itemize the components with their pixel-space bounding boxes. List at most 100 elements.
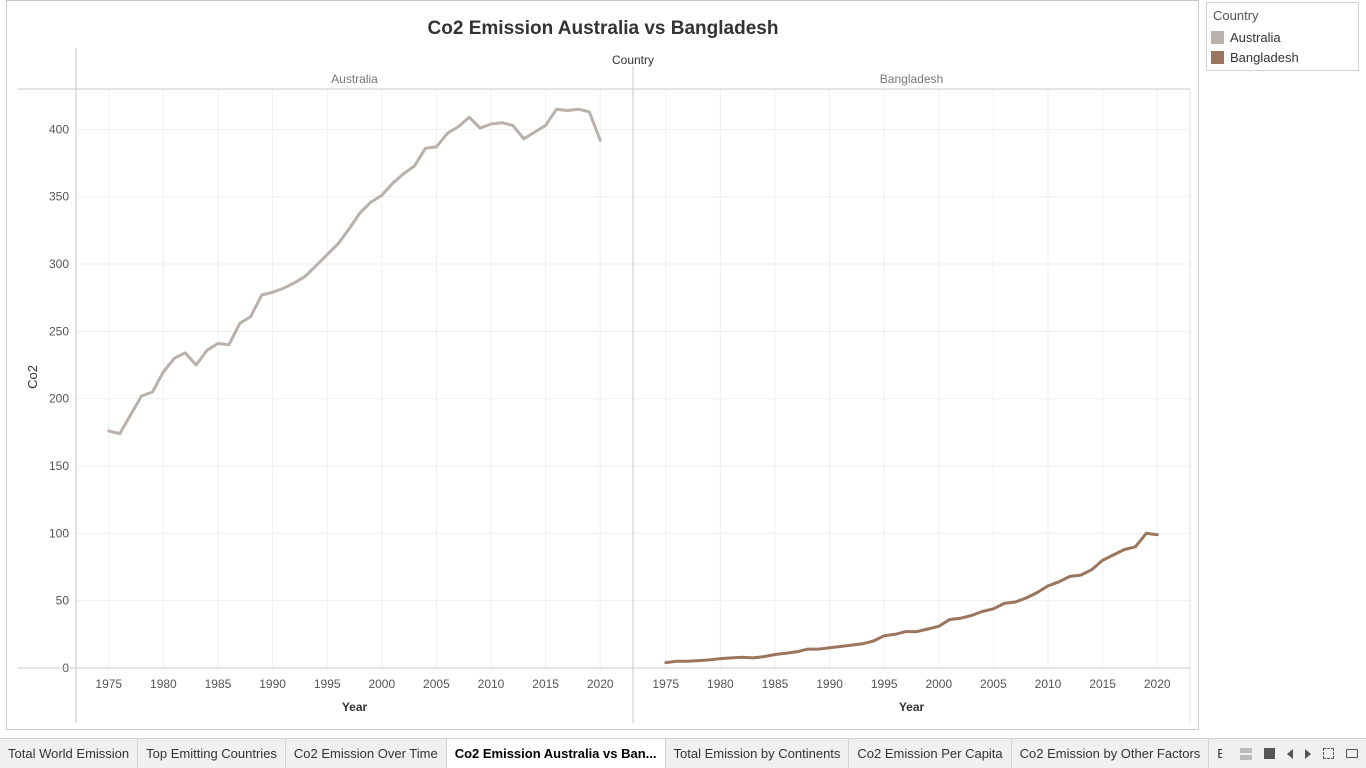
data-point-bangladesh[interactable] [772,652,778,658]
data-point-australia[interactable] [455,124,461,130]
data-point-bangladesh[interactable] [739,654,745,660]
data-point-australia[interactable] [160,369,166,375]
data-point-australia[interactable] [346,226,352,232]
tab-co2-emission-by-other-factors[interactable]: Co2 Emission by Other Factors [1012,739,1210,768]
legend-item-bangladesh[interactable]: Bangladesh [1207,47,1358,67]
data-point-australia[interactable] [477,125,483,131]
data-point-bangladesh[interactable] [1067,573,1073,579]
data-point-australia[interactable] [281,285,287,291]
data-point-australia[interactable] [554,106,560,112]
fullscreen-icon[interactable] [1323,748,1334,759]
data-point-australia[interactable] [521,136,527,142]
data-point-australia[interactable] [215,340,221,346]
data-point-bangladesh[interactable] [936,623,942,629]
data-point-bangladesh[interactable] [1001,600,1007,606]
data-point-australia[interactable] [586,109,592,115]
data-point-australia[interactable] [390,180,396,186]
data-point-australia[interactable] [270,289,276,295]
data-point-bangladesh[interactable] [969,612,975,618]
data-point-bangladesh[interactable] [1078,572,1084,578]
data-point-bangladesh[interactable] [1121,547,1127,553]
data-point-bangladesh[interactable] [892,631,898,637]
data-point-bangladesh[interactable] [979,608,985,614]
data-point-australia[interactable] [575,106,581,112]
data-point-bangladesh[interactable] [816,646,822,652]
data-point-australia[interactable] [324,252,330,258]
data-point-bangladesh[interactable] [663,660,669,666]
data-point-bangladesh[interactable] [1100,557,1106,563]
data-point-bangladesh[interactable] [805,646,811,652]
data-point-bangladesh[interactable] [881,633,887,639]
data-point-bangladesh[interactable] [1132,544,1138,550]
data-point-australia[interactable] [226,342,232,348]
data-point-australia[interactable] [248,314,254,320]
next-sheet-icon[interactable] [1305,748,1311,759]
data-point-bangladesh[interactable] [794,649,800,655]
data-point-australia[interactable] [357,210,363,216]
data-point-bangladesh[interactable] [859,641,865,647]
data-point-australia[interactable] [128,412,134,418]
series-line-bangladesh[interactable] [664,531,1159,665]
data-point-australia[interactable] [499,120,505,126]
data-point-australia[interactable] [412,163,418,169]
data-point-australia[interactable] [532,129,538,135]
data-point-bangladesh[interactable] [1012,599,1018,605]
data-point-bangladesh[interactable] [990,606,996,612]
presentation-mode-icon[interactable] [1346,749,1358,758]
tab-total-world-emission[interactable]: Total World Emission [0,739,139,768]
data-point-bangladesh[interactable] [838,643,844,649]
data-point-australia[interactable] [193,362,199,368]
data-point-bangladesh[interactable] [761,654,767,660]
series-line-australia[interactable] [107,107,602,436]
data-point-australia[interactable] [543,122,549,128]
data-point-australia[interactable] [237,320,243,326]
data-point-bangladesh[interactable] [958,615,964,621]
data-point-australia[interactable] [139,393,145,399]
data-point-bangladesh[interactable] [706,657,712,663]
data-point-australia[interactable] [379,192,385,198]
data-point-australia[interactable] [117,431,123,437]
tab-total-emission-by-continents[interactable]: Total Emission by Continents [666,739,850,768]
data-point-bangladesh[interactable] [870,638,876,644]
data-point-australia[interactable] [597,137,603,143]
tab-co2-emission-per-capita[interactable]: Co2 Emission Per Capita [849,739,1012,768]
data-point-australia[interactable] [368,199,374,205]
data-point-bangladesh[interactable] [717,656,723,662]
data-point-australia[interactable] [259,292,265,298]
data-point-bangladesh[interactable] [947,617,953,623]
data-point-bangladesh[interactable] [1154,532,1160,538]
filmstrip-icon[interactable] [1264,748,1275,759]
data-point-bangladesh[interactable] [674,658,680,664]
data-point-australia[interactable] [488,121,494,127]
legend-item-australia[interactable]: Australia [1207,27,1358,47]
data-point-bangladesh[interactable] [1023,595,1029,601]
data-point-australia[interactable] [433,144,439,150]
previous-sheet-icon[interactable] [1287,748,1293,759]
data-point-australia[interactable] [291,280,297,286]
data-point-australia[interactable] [106,428,112,434]
data-point-australia[interactable] [422,145,428,151]
data-point-australia[interactable] [171,355,177,361]
data-point-bangladesh[interactable] [696,658,702,664]
data-point-australia[interactable] [466,114,472,120]
data-point-bangladesh[interactable] [848,642,854,648]
data-point-bangladesh[interactable] [827,645,833,651]
data-point-australia[interactable] [204,347,210,353]
data-point-australia[interactable] [313,262,319,268]
data-point-bangladesh[interactable] [1034,590,1040,596]
show-sheets-icon[interactable] [1240,747,1252,760]
data-point-australia[interactable] [182,350,188,356]
data-point-bangladesh[interactable] [914,629,920,635]
data-point-bangladesh[interactable] [1045,583,1051,589]
data-point-bangladesh[interactable] [1111,552,1117,558]
data-point-bangladesh[interactable] [903,629,909,635]
data-point-australia[interactable] [149,389,155,395]
tab-co2-emission-over-time[interactable]: Co2 Emission Over Time [286,739,447,768]
data-point-bangladesh[interactable] [750,655,756,661]
data-point-bangladesh[interactable] [685,658,691,664]
data-point-australia[interactable] [335,241,341,247]
data-point-bangladesh[interactable] [1143,530,1149,536]
tab-co2-emission-australia-vs-bangladesh[interactable]: Co2 Emission Australia vs Ban... [446,739,666,768]
data-point-bangladesh[interactable] [1089,567,1095,573]
data-point-bangladesh[interactable] [783,650,789,656]
